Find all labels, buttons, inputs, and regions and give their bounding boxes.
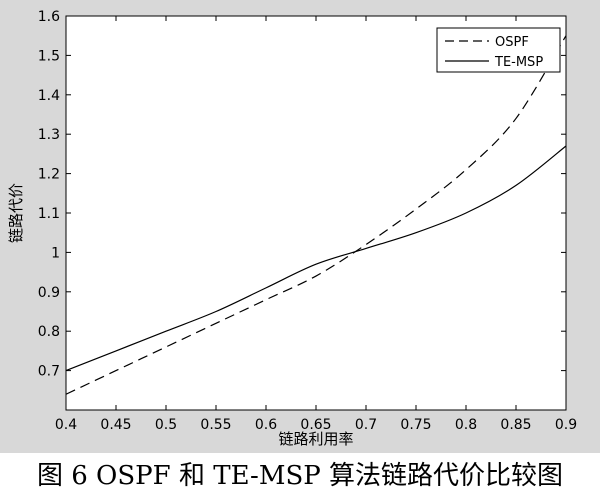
y-tick-label: 0.9 bbox=[38, 285, 60, 301]
series-line-te-msp bbox=[65, 145, 567, 372]
series-layer bbox=[65, 35, 567, 395]
x-tick-label: 0.65 bbox=[300, 417, 331, 433]
x-tick-label: 0.5 bbox=[155, 417, 177, 433]
y-tick-label: 0.8 bbox=[38, 324, 60, 340]
x-tick-label: 0.8 bbox=[455, 417, 477, 433]
y-axis: 0.7 0.8 0.9 1 1.1 1.2 1.3 1.4 1.5 1.6 bbox=[38, 9, 566, 380]
y-tick-label: 1.1 bbox=[38, 206, 60, 222]
plot-area bbox=[65, 15, 567, 411]
y-tick-label: 1.6 bbox=[38, 9, 60, 25]
x-tick-label: 0.9 bbox=[555, 417, 577, 433]
legend: OSPF TE-MSP bbox=[436, 27, 561, 73]
x-tick-label: 0.55 bbox=[200, 417, 231, 433]
legend-box bbox=[436, 27, 561, 73]
legend-label-ospf: OSPF bbox=[495, 35, 529, 50]
y-tick-label: 1.5 bbox=[38, 48, 60, 64]
y-tick-label: 1.4 bbox=[38, 88, 60, 104]
x-tick-label: 0.45 bbox=[100, 417, 131, 433]
y-axis-title: 链路代价 bbox=[7, 183, 25, 243]
x-tick-label: 0.85 bbox=[500, 417, 531, 433]
x-axis: 0.4 0.45 0.5 0.55 0.6 0.65 0.7 0.75 0.8 0.85 0.9 bbox=[55, 16, 577, 433]
x-tick-label: 0.7 bbox=[355, 417, 377, 433]
y-tick-label: 1 bbox=[51, 245, 60, 261]
x-tick-label: 0.6 bbox=[255, 417, 277, 433]
y-tick-label: 1.3 bbox=[38, 127, 60, 143]
legend-label-te-msp: TE-MSP bbox=[494, 55, 543, 70]
y-tick-label: 0.7 bbox=[38, 364, 60, 380]
x-tick-label: 0.4 bbox=[55, 417, 77, 433]
x-axis-title: 链路利用率 bbox=[278, 430, 353, 448]
x-tick-label: 0.75 bbox=[400, 417, 431, 433]
line-chart: 0.4 0.45 0.5 0.55 0.6 0.65 0.7 0.75 0.8 0.85 0.9 0… bbox=[7, 9, 577, 448]
figure-caption: 图 6 OSPF 和 TE-MSP 算法链路代价比较图 bbox=[36, 461, 564, 491]
series-line-ospf bbox=[65, 35, 567, 395]
y-tick-label: 1.2 bbox=[38, 167, 60, 183]
